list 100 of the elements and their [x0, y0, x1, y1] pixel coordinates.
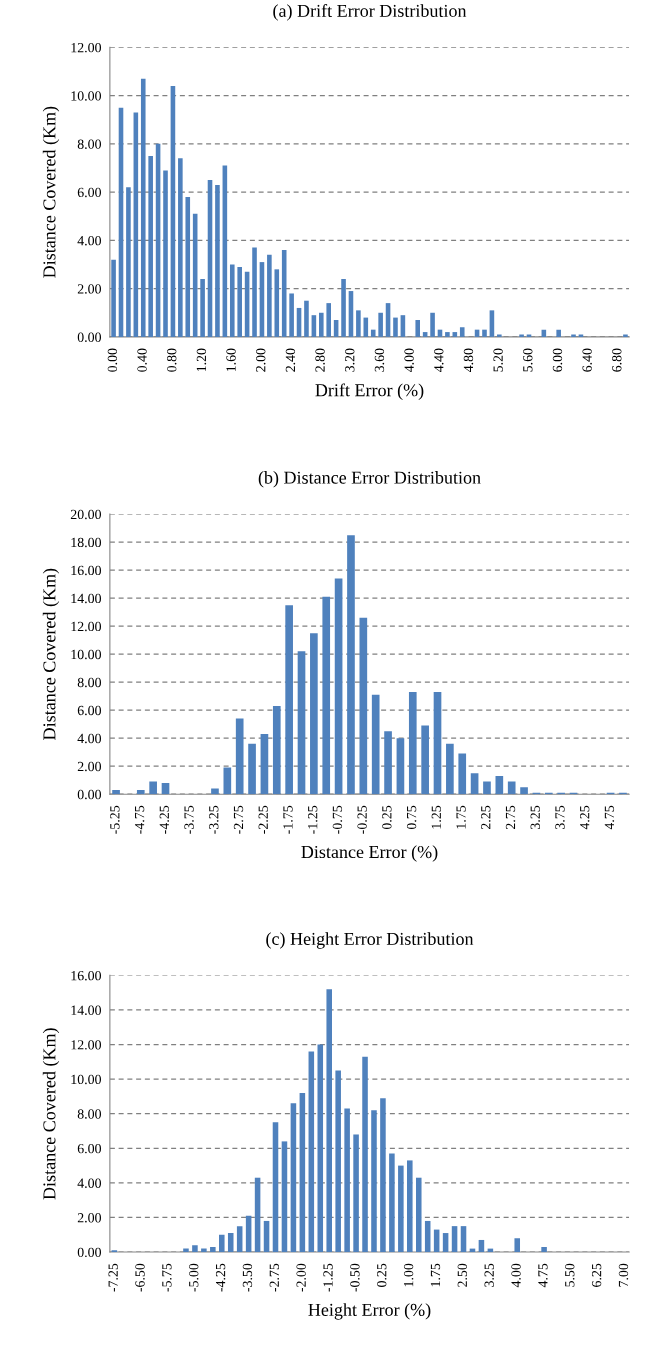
bar — [526, 334, 532, 337]
bar — [185, 196, 191, 337]
x-tick-label: 0.25 — [377, 1263, 387, 1287]
bar — [299, 1092, 306, 1253]
y-tick-label: 14.00 — [71, 1005, 102, 1015]
x-tick-label: -3.25 — [209, 805, 219, 834]
x-tick-label: 2.40 — [285, 348, 296, 372]
x-tick-label: 3.25 — [530, 805, 540, 829]
bar — [272, 1122, 279, 1253]
bar — [163, 170, 168, 337]
bar — [470, 773, 479, 795]
y-tick-label: 16.00 — [71, 565, 102, 576]
x-tick-label: 4.00 — [511, 1263, 521, 1288]
y-tick-label: 6.00 — [77, 1143, 102, 1154]
bar — [263, 1220, 270, 1253]
x-tick-label: 3.25 — [484, 1263, 494, 1287]
bar — [541, 1246, 547, 1253]
x-tick-label: 4.40 — [434, 348, 444, 373]
y-tick-label: 8.00 — [77, 1109, 102, 1119]
x-tick-label: -6.50 — [135, 1263, 145, 1292]
bar — [334, 578, 343, 795]
bar — [267, 254, 272, 337]
bar — [433, 691, 442, 795]
bar — [227, 1233, 234, 1253]
bar — [254, 1177, 261, 1253]
bar — [126, 187, 131, 337]
x-axis-title: Distance Error (%) — [301, 845, 438, 862]
y-tick-label: 8.00 — [77, 677, 102, 688]
x-tick-label: 5.60 — [523, 348, 533, 372]
bar — [148, 155, 153, 337]
x-tick-label: -2.25 — [258, 805, 268, 834]
y-tick-label: 8.00 — [77, 139, 102, 149]
bar — [192, 1245, 198, 1253]
bar — [274, 269, 280, 337]
chart-title: (b) Distance Error Distribution — [258, 471, 481, 488]
x-tick-label: -7.25 — [108, 1263, 118, 1292]
chart-title: (c) Height Error Distribution — [266, 932, 474, 949]
x-tick-label: 4.00 — [404, 348, 414, 373]
y-tick-label: 4.00 — [77, 235, 102, 246]
x-tick-label: -2.75 — [269, 1263, 280, 1292]
y-tick-label: 18.00 — [71, 537, 102, 548]
bar — [149, 781, 157, 795]
x-tick-label: 1.00 — [403, 1263, 414, 1287]
x-tick-label: 2.25 — [481, 805, 491, 830]
bar — [260, 734, 269, 795]
x-tick-label: 2.50 — [457, 1263, 468, 1287]
bar — [378, 312, 383, 337]
bar — [140, 78, 146, 337]
bar — [272, 705, 281, 795]
bar — [211, 788, 219, 795]
x-tick-label: 7.00 — [618, 1263, 629, 1287]
x-tick-label: -4.25 — [159, 805, 170, 834]
bar — [371, 694, 380, 795]
bar — [308, 1051, 315, 1253]
x-tick-label: 3.75 — [555, 805, 565, 829]
y-tick-label: 6.00 — [77, 705, 102, 716]
x-tick-label: 4.80 — [463, 348, 474, 373]
bar — [623, 334, 628, 337]
bar — [136, 790, 145, 795]
bar — [556, 329, 561, 337]
y-tick-label: 4.00 — [77, 733, 102, 744]
bar — [452, 332, 458, 337]
bar — [281, 1141, 288, 1253]
x-tick-label: 4.25 — [580, 805, 590, 830]
x-tick-label: 0.75 — [406, 805, 417, 830]
bar — [571, 334, 576, 337]
x-tick-label: -3.50 — [242, 1263, 253, 1292]
bar — [223, 767, 232, 795]
bar — [111, 259, 116, 337]
bar — [445, 332, 450, 337]
bar — [578, 334, 584, 337]
bar — [495, 776, 504, 795]
bar — [219, 1234, 225, 1253]
bar — [451, 1226, 458, 1253]
bar — [322, 596, 331, 795]
x-tick-label: 0.25 — [382, 805, 392, 830]
x-tick-label: 0.40 — [137, 348, 147, 372]
bar — [341, 278, 346, 337]
x-tick-label: 1.60 — [226, 348, 236, 372]
y-tick-label: 6.00 — [77, 187, 102, 198]
bar — [478, 1239, 485, 1253]
bar — [421, 725, 429, 795]
x-tick-label: 5.50 — [565, 1263, 575, 1287]
bar — [183, 1248, 189, 1253]
bar — [252, 247, 257, 337]
x-tick-label: 4.75 — [604, 805, 615, 830]
x-tick-label: 2.00 — [256, 348, 266, 372]
x-tick-label: -5.25 — [110, 805, 120, 834]
x-tick-label: -0.75 — [332, 805, 343, 834]
x-tick-label: 3.60 — [374, 348, 385, 372]
chart-title: (a) Drift Error Distribution — [273, 4, 467, 21]
x-tick-label: 6.40 — [582, 348, 592, 372]
bar — [215, 184, 220, 337]
x-tick-label: 5.20 — [493, 348, 503, 372]
bar — [483, 781, 491, 795]
bar — [458, 753, 467, 795]
bar — [200, 278, 205, 337]
bar — [290, 1103, 297, 1253]
x-axis-title: Drift Error (%) — [315, 383, 424, 400]
bar — [389, 1153, 395, 1253]
